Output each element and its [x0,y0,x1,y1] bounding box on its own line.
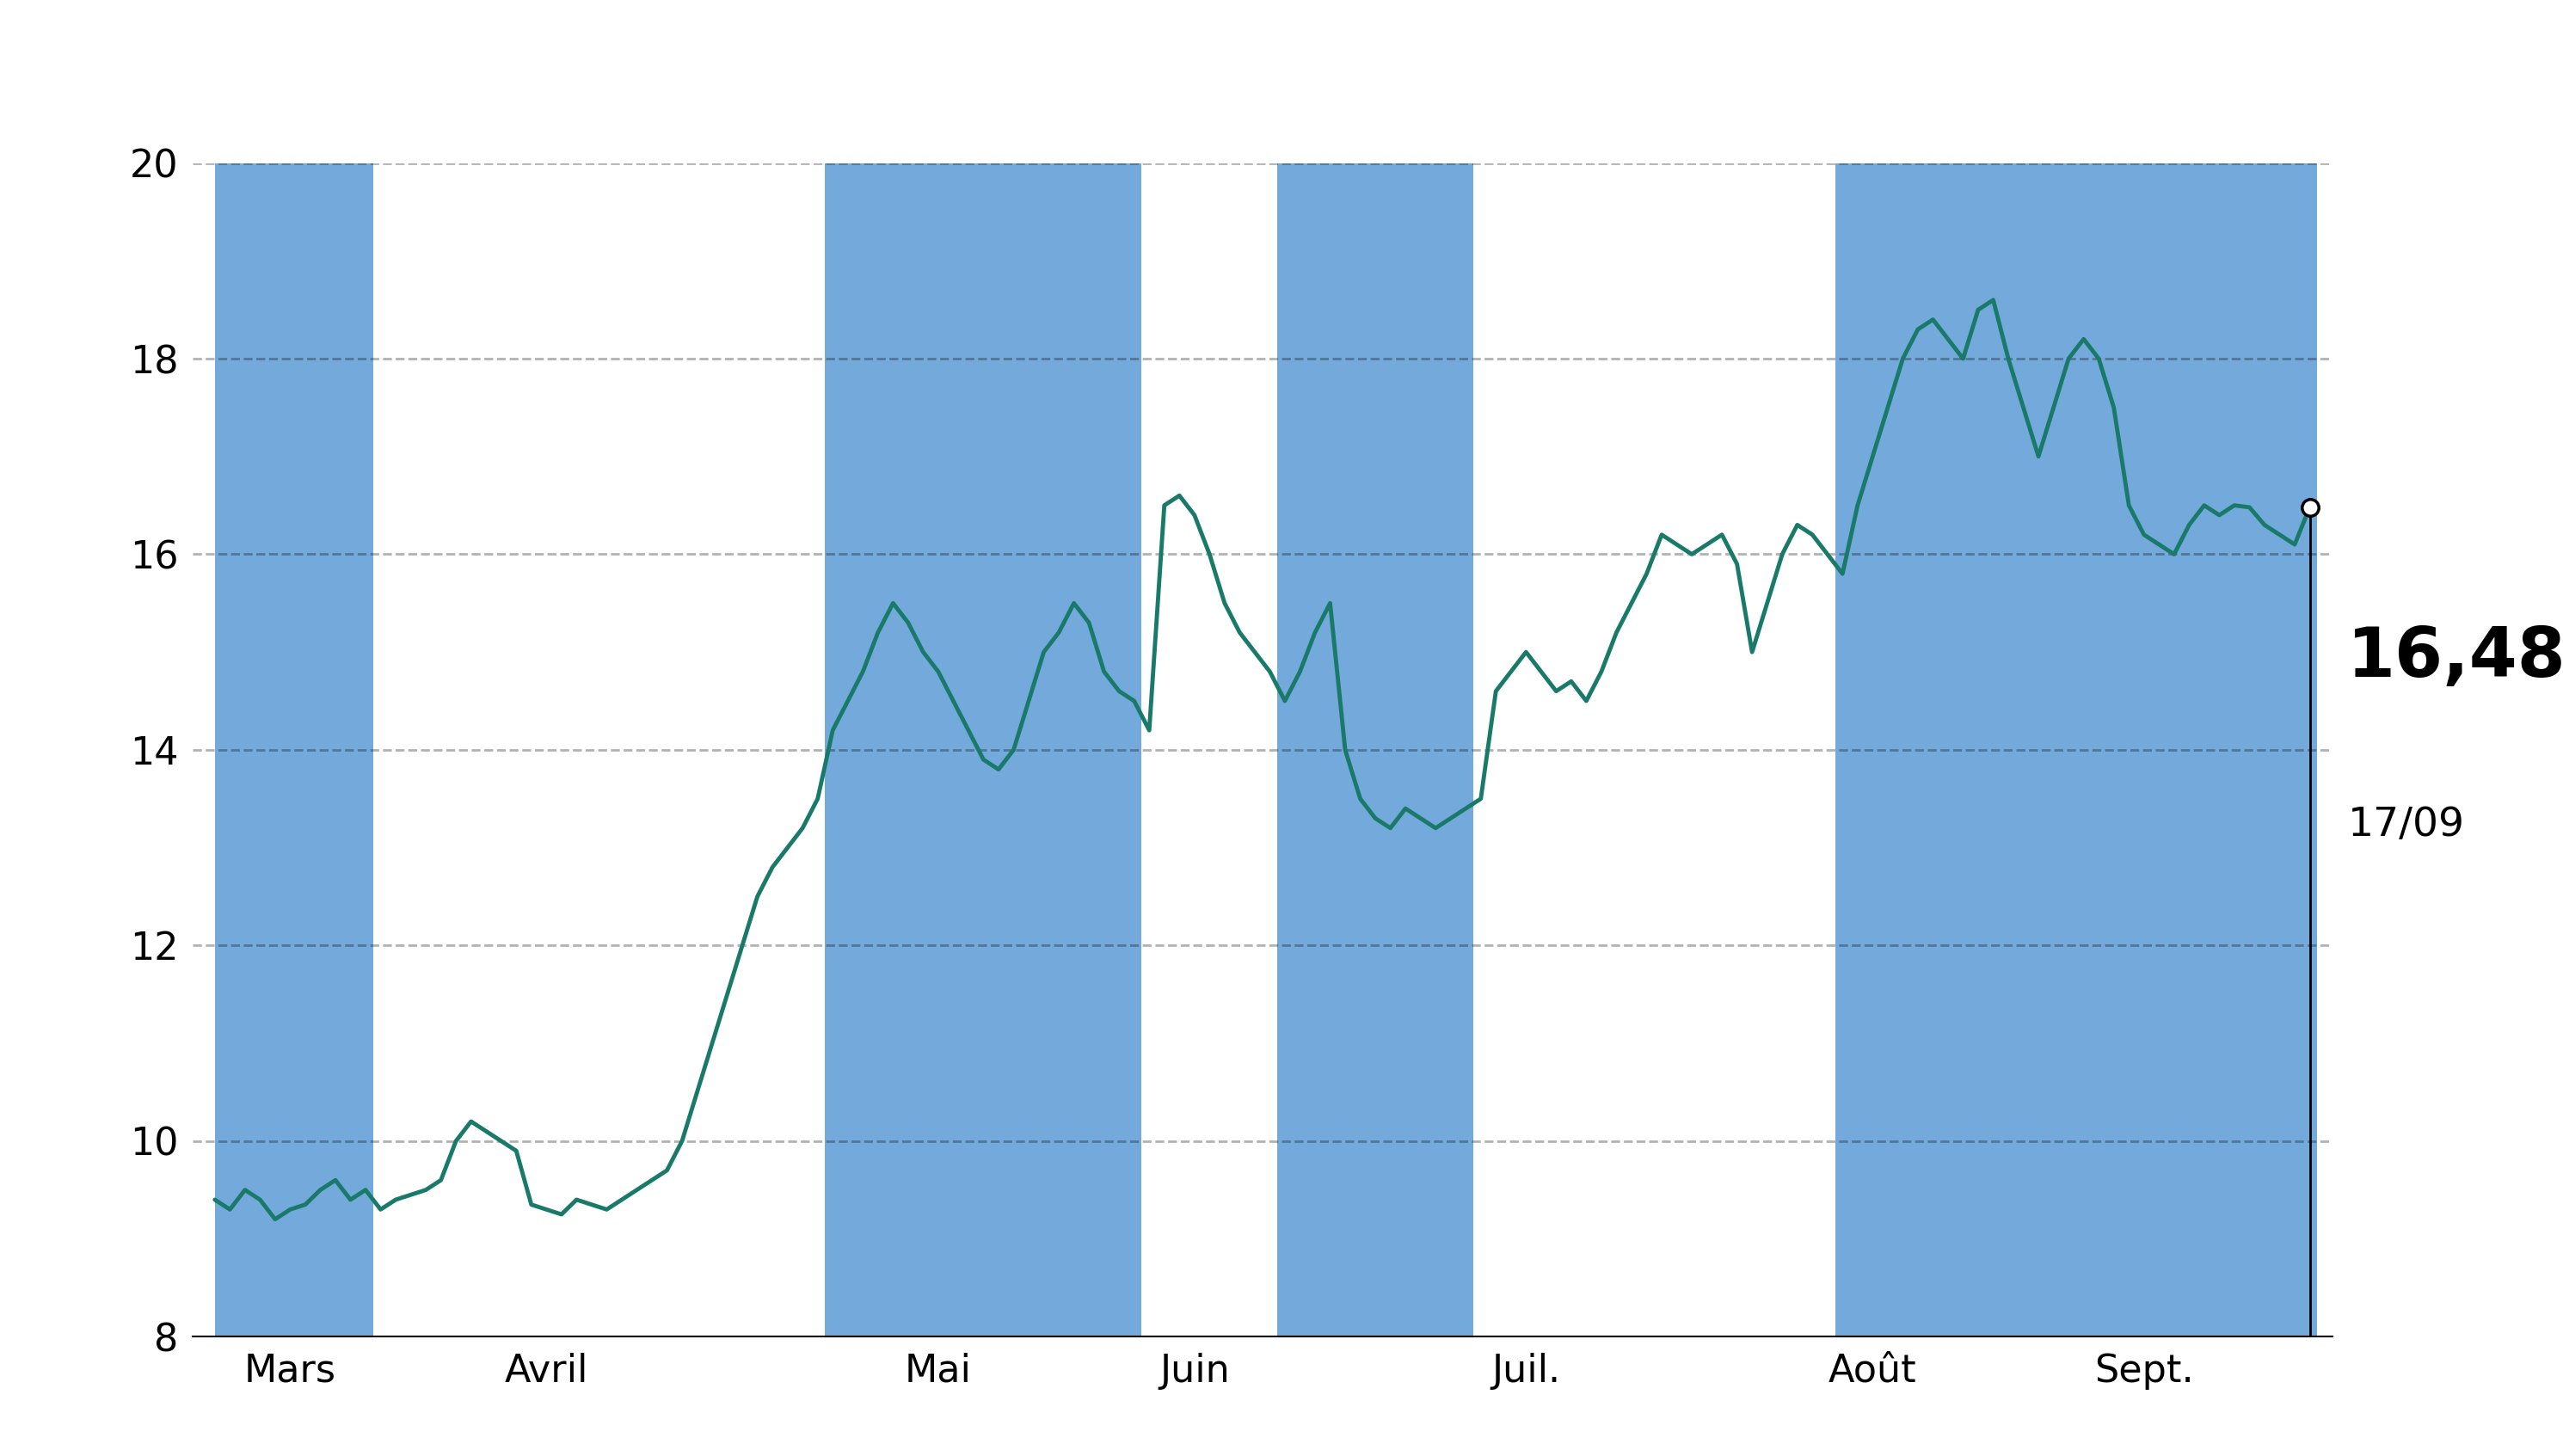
Text: 16,48: 16,48 [2348,625,2563,692]
Bar [1276,163,1474,1337]
Bar [1835,163,2317,1337]
Bar [825,163,1141,1337]
Text: MEDINCELL: MEDINCELL [974,6,1589,99]
Text: 17/09: 17/09 [2348,805,2466,844]
Bar [215,163,374,1337]
